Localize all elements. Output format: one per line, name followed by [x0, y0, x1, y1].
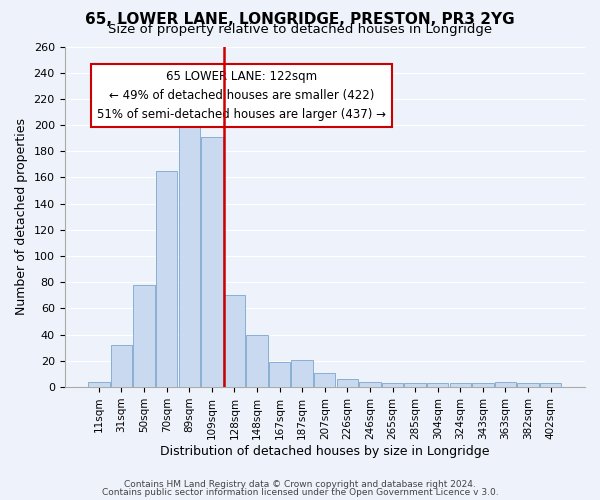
Bar	[156, 171, 178, 387]
Bar	[449, 383, 471, 387]
Bar	[269, 362, 290, 387]
Text: 65 LOWER LANE: 122sqm
← 49% of detached houses are smaller (422)
51% of semi-det: 65 LOWER LANE: 122sqm ← 49% of detached …	[97, 70, 386, 122]
Text: Contains HM Land Registry data © Crown copyright and database right 2024.: Contains HM Land Registry data © Crown c…	[124, 480, 476, 489]
Text: 65, LOWER LANE, LONGRIDGE, PRESTON, PR3 2YG: 65, LOWER LANE, LONGRIDGE, PRESTON, PR3 …	[85, 12, 515, 26]
Bar	[495, 382, 516, 387]
Bar	[337, 379, 358, 387]
Bar	[292, 360, 313, 387]
Bar	[517, 383, 539, 387]
X-axis label: Distribution of detached houses by size in Longridge: Distribution of detached houses by size …	[160, 444, 490, 458]
Y-axis label: Number of detached properties: Number of detached properties	[15, 118, 28, 316]
Text: Contains public sector information licensed under the Open Government Licence v : Contains public sector information licen…	[101, 488, 499, 497]
Bar	[88, 382, 110, 387]
Bar	[427, 383, 448, 387]
Bar	[224, 296, 245, 387]
Text: Size of property relative to detached houses in Longridge: Size of property relative to detached ho…	[108, 24, 492, 36]
Bar	[201, 137, 223, 387]
Bar	[382, 383, 403, 387]
Bar	[179, 102, 200, 387]
Bar	[111, 345, 132, 387]
Bar	[540, 383, 562, 387]
Bar	[359, 382, 380, 387]
Bar	[133, 285, 155, 387]
Bar	[246, 334, 268, 387]
Bar	[404, 383, 426, 387]
Bar	[472, 383, 494, 387]
Bar	[314, 372, 335, 387]
